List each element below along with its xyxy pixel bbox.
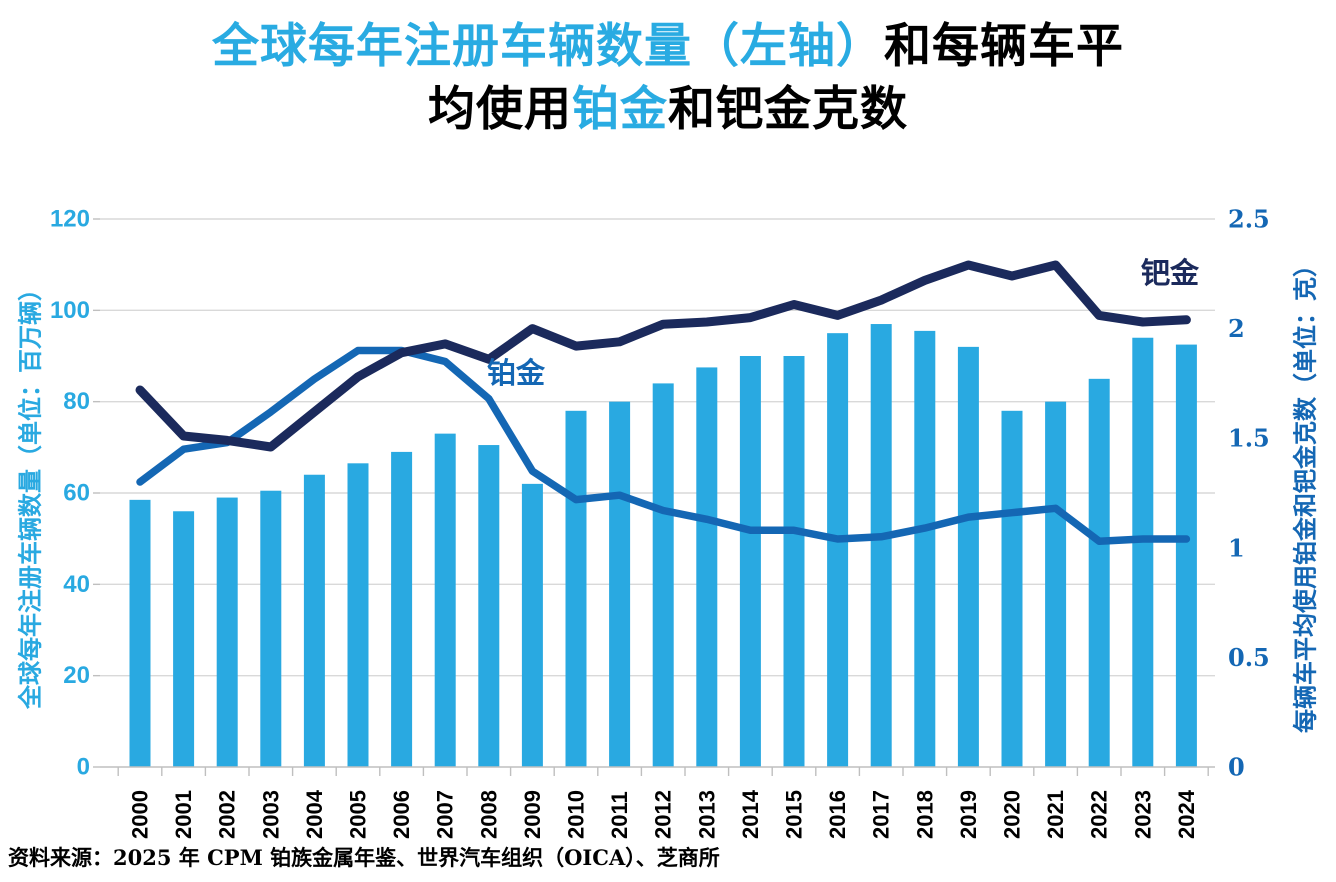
chart-title-line-1-segment-2: 和每辆车平 xyxy=(884,19,1124,72)
left-axis-title: 全球每年注册车辆数量（单位：百万辆） xyxy=(16,277,45,710)
x-axis-label-2011: 2011 xyxy=(607,791,632,839)
chart-title-line-1-segment-1: 全球每年注册车辆数量（左轴） xyxy=(212,19,884,72)
left-axis-tick-label: 0 xyxy=(77,754,90,781)
bar-2016 xyxy=(827,333,849,767)
chart-title-line-2-segment-2: 铂金 xyxy=(572,82,668,135)
right-axis-tick-label: 1 xyxy=(1228,533,1245,562)
x-axis-label-2017: 2017 xyxy=(869,790,894,839)
right-axis-tick-label: 0.5 xyxy=(1228,643,1270,672)
left-axis-tick-label: 40 xyxy=(63,571,90,598)
bar-2023 xyxy=(1132,337,1154,767)
bar-2004 xyxy=(303,474,325,767)
x-axis xyxy=(93,218,1215,776)
palladium-line xyxy=(135,260,1191,452)
bar-2013 xyxy=(696,367,718,767)
bar-2002 xyxy=(216,497,238,767)
bar-2006 xyxy=(391,451,413,767)
bar-2020 xyxy=(1001,410,1023,767)
bar-2011 xyxy=(609,401,631,767)
x-axis-label-2010: 2010 xyxy=(564,790,589,839)
palladium-series-label: 钯金 xyxy=(1141,256,1200,290)
x-axis-label-2002: 2002 xyxy=(215,790,240,839)
right-axis-tick-label: 2 xyxy=(1228,314,1245,343)
chart-title-line-2-segment-1: 均使用 xyxy=(428,82,572,135)
x-axis-label-2007: 2007 xyxy=(433,790,458,839)
bar-2015 xyxy=(783,356,805,767)
platinum-line xyxy=(136,346,1191,545)
x-axis-label-2012: 2012 xyxy=(651,790,676,839)
x-axis-label-2020: 2020 xyxy=(1000,790,1025,839)
x-axis-label-2016: 2016 xyxy=(825,790,850,839)
bar-2010 xyxy=(565,410,587,767)
bar-2000 xyxy=(129,499,151,767)
bar-2007 xyxy=(434,433,456,767)
left-axis-tick-label: 60 xyxy=(63,480,90,507)
right-axis-title: 每辆车平均使用铂金和钯金克数（单位：克） xyxy=(1291,253,1320,733)
bar-2008 xyxy=(478,445,500,767)
x-axis-label-2023: 2023 xyxy=(1130,790,1155,839)
right-axis-tick-label: 1.5 xyxy=(1228,424,1270,453)
left-axis-tick-label: 120 xyxy=(50,206,90,233)
bar-2017 xyxy=(870,324,892,767)
bar-2012 xyxy=(652,383,674,767)
right-axis-tick-label: 0 xyxy=(1228,753,1245,782)
bar-2018 xyxy=(914,330,936,767)
x-axis-label-2003: 2003 xyxy=(258,790,283,839)
x-axis-label-2009: 2009 xyxy=(520,790,545,839)
bar-2003 xyxy=(260,490,282,767)
source-note: 资料来源：2025 年 CPM 铂族金属年鉴、世界汽车组织（OICA）、芝商所 xyxy=(8,845,720,870)
left-axis-tick-label: 80 xyxy=(63,388,90,415)
chart-title-line-2: 均使用铂金和钯金克数 xyxy=(0,77,1336,140)
bar-2014 xyxy=(739,356,761,767)
bar-2001 xyxy=(173,511,195,767)
x-axis-label-2006: 2006 xyxy=(389,790,414,839)
x-axis-label-2013: 2013 xyxy=(694,790,719,839)
x-axis-label-2024: 2024 xyxy=(1174,789,1199,839)
x-axis-label-2015: 2015 xyxy=(782,790,807,839)
bar-2019 xyxy=(957,346,979,767)
x-axis-label-2004: 2004 xyxy=(302,789,327,839)
x-axis-label-2001: 2001 xyxy=(171,790,196,839)
chart-title-line-2-segment-3: 和钯金克数 xyxy=(668,82,908,135)
x-axis-label-2021: 2021 xyxy=(1043,790,1068,839)
bar-2021 xyxy=(1045,401,1067,767)
bar-2009 xyxy=(521,483,543,767)
x-axis-label-2000: 2000 xyxy=(128,790,153,839)
bar-2022 xyxy=(1088,378,1110,767)
left-axis-tick-label: 100 xyxy=(50,297,90,324)
platinum-series-label: 铂金 xyxy=(487,356,546,390)
bar-series-registrations xyxy=(129,324,1197,767)
x-axis-label-2005: 2005 xyxy=(346,790,371,839)
x-axis-label-2019: 2019 xyxy=(956,790,981,839)
x-axis-label-2022: 2022 xyxy=(1087,790,1112,839)
x-axis-label-2018: 2018 xyxy=(912,790,937,839)
chart-title-line-1: 全球每年注册车辆数量（左轴）和每辆车平 xyxy=(0,14,1336,77)
bar-2024 xyxy=(1175,344,1197,767)
bar-2005 xyxy=(347,463,369,767)
chart-title: 全球每年注册车辆数量（左轴）和每辆车平 均使用铂金和钯金克数 xyxy=(0,14,1336,140)
x-axis-label-2014: 2014 xyxy=(738,789,763,839)
right-axis-tick-label: 2.5 xyxy=(1228,205,1270,234)
left-axis-tick-label: 20 xyxy=(63,662,90,689)
x-axis-label-2008: 2008 xyxy=(476,790,501,839)
